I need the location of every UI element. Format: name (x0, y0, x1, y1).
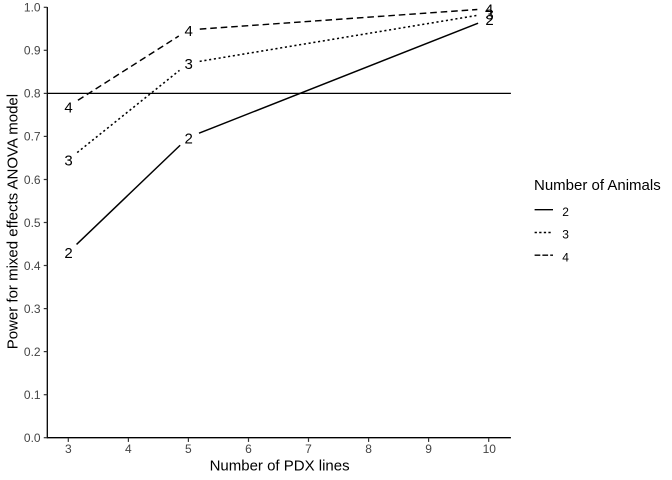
svg-text:10: 10 (483, 442, 497, 456)
svg-text:2: 2 (562, 205, 569, 219)
svg-text:0.8: 0.8 (24, 87, 41, 101)
svg-text:0.5: 0.5 (24, 216, 41, 230)
svg-text:2: 2 (185, 130, 193, 147)
svg-text:1.0: 1.0 (24, 1, 41, 15)
svg-text:Number of Animals: Number of Animals (534, 177, 661, 194)
svg-text:3: 3 (64, 153, 72, 170)
svg-text:9: 9 (425, 442, 432, 456)
svg-text:0.6: 0.6 (24, 173, 41, 187)
svg-text:4: 4 (562, 250, 569, 264)
svg-text:4: 4 (185, 23, 193, 40)
svg-text:5: 5 (185, 442, 192, 456)
svg-text:0.3: 0.3 (24, 302, 41, 316)
svg-text:3: 3 (65, 442, 72, 456)
svg-text:0.4: 0.4 (24, 259, 41, 273)
svg-text:3: 3 (185, 56, 193, 73)
svg-text:4: 4 (485, 2, 493, 19)
svg-text:2: 2 (64, 245, 72, 262)
svg-text:Number of PDX lines: Number of PDX lines (210, 458, 350, 475)
svg-text:0.1: 0.1 (24, 388, 41, 402)
svg-text:0.7: 0.7 (24, 130, 41, 144)
svg-text:0.2: 0.2 (24, 345, 41, 359)
svg-text:3: 3 (485, 6, 493, 23)
svg-text:0.0: 0.0 (24, 431, 41, 445)
svg-text:4: 4 (64, 99, 72, 116)
svg-text:4: 4 (125, 442, 132, 456)
svg-text:Power for mixed effects ANOVA: Power for mixed effects ANOVA model (4, 94, 21, 349)
svg-text:8: 8 (365, 442, 372, 456)
svg-text:0.9: 0.9 (24, 44, 41, 58)
svg-text:7: 7 (305, 442, 312, 456)
svg-text:3: 3 (562, 228, 569, 242)
svg-text:6: 6 (245, 442, 252, 456)
svg-text:2: 2 (485, 12, 493, 29)
